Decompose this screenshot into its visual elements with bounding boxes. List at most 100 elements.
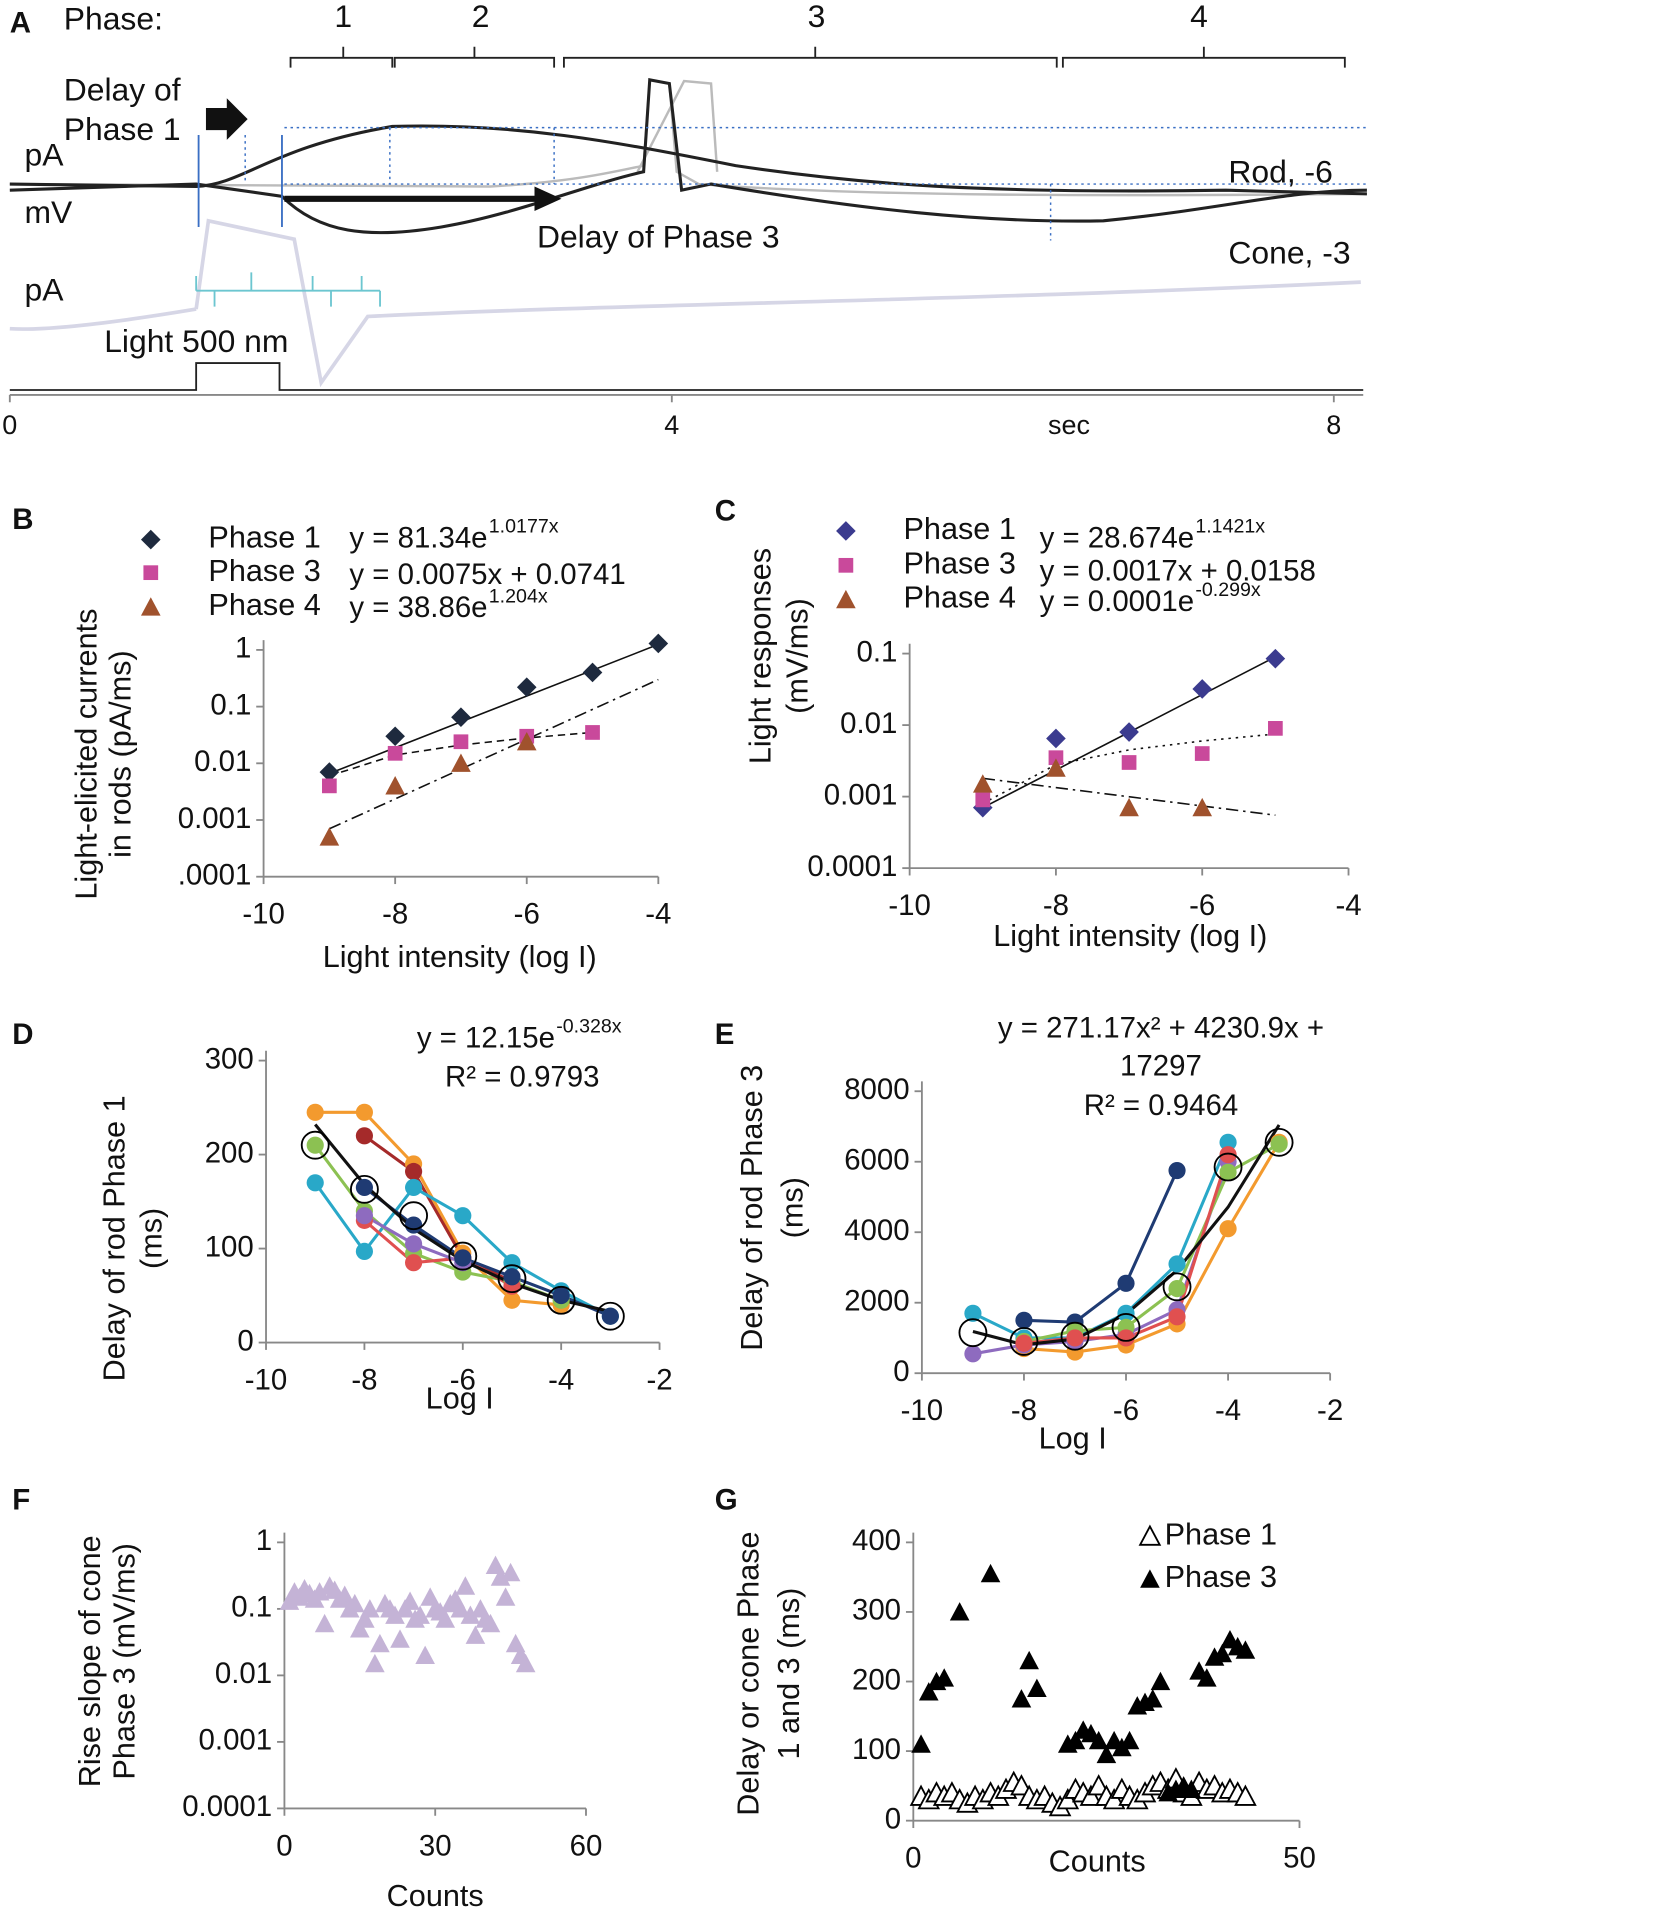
phase-label: 3 [808,0,826,34]
marker-triangle [1235,1640,1256,1659]
panel-label: F [12,1484,30,1517]
y-tick-label: 0.001 [199,1724,273,1757]
marker-diamond [1119,722,1139,742]
x-axis-label: Light intensity (log I) [323,940,597,974]
series-line [1023,1169,1179,1324]
marker-open-triangle [1056,1788,1080,1810]
marker-triangle [1027,1678,1047,1698]
x-tick-label: 0 [2,410,17,440]
annotation: Rod, -6 [1228,154,1332,190]
marker-dot [454,1249,472,1267]
equation: y = 38.86e [349,591,487,624]
marker-open-circle [1264,1127,1294,1157]
x-tick-label: 0 [905,1842,921,1875]
marker-diamond [1192,679,1213,699]
series-line [363,1134,513,1283]
x-tick-label: 8 [1326,410,1341,440]
marker-triangle [1196,1668,1217,1687]
x-tick-label: -6 [514,898,540,931]
marker-triangle [465,1625,486,1644]
blue-dotted-line [244,126,1367,241]
marker-triangle [390,1629,410,1648]
x-tick-label: -6 [1113,1394,1139,1427]
legend-label: Phase 3 [1165,1560,1277,1594]
marker-open-circle [350,1174,379,1204]
x-tick-label: -4 [1335,889,1361,922]
x-tick-label: -4 [645,898,671,931]
marker-square [453,734,469,750]
marker-dot [964,1304,982,1322]
marker-dot [1168,1308,1186,1326]
marker-dot [1219,1163,1237,1181]
x-tick-label: -2 [646,1364,672,1397]
marker-triangle [140,597,161,616]
y-axis-label: Delay or cone Phase [731,1531,765,1815]
marker-dot [601,1307,619,1325]
marker-dot [355,1242,373,1260]
marker-triangle [911,1734,931,1753]
marker-triangle [455,1576,476,1595]
legend-label: Phase 3 [208,554,320,588]
x-tick-label: -6 [450,1364,476,1397]
marker-triangle [918,1682,939,1701]
blue-marker [197,135,283,227]
marker-triangle [435,1609,456,1628]
marker-dot [405,1178,423,1197]
x-axis-label: Log I [1039,1422,1107,1456]
marker-dot [503,1254,521,1272]
marker-dot [1219,1220,1237,1238]
marker-triangle [1119,797,1139,817]
marker-triangle [949,1602,970,1621]
annotation: pA [25,137,65,173]
marker-open-circle [497,1264,527,1294]
y-tick-label: 2000 [844,1284,909,1317]
annotation: pA [25,271,65,307]
marker-dot [306,1174,324,1192]
marker-triangle [1119,1730,1140,1750]
marker-square [585,725,600,740]
marker-open-circle [1009,1327,1039,1356]
trace-cone-pa [9,218,1361,388]
arrow-phase3-head [534,186,562,212]
marker-triangle [500,1562,521,1582]
equation-exponent: 1.1421x [1195,516,1265,538]
y-tick-label: 0.01 [194,745,251,778]
marker-triangle [1140,1569,1160,1588]
marker-square [387,745,403,761]
marker-triangle [1088,1730,1109,1750]
x-tick-label: -4 [1215,1394,1241,1427]
legend-label: Phase 1 [208,521,320,555]
marker-triangle [314,1613,335,1633]
marker-dot [1117,1274,1135,1292]
x-tick-label: 0 [276,1829,292,1862]
marker-dot [355,1103,373,1121]
marker-triangle [319,827,340,846]
marker-triangle [1181,1779,1202,1798]
phase-title: Phase: [64,0,163,36]
marker-open-circle [1162,1272,1192,1302]
marker-square [1121,755,1137,770]
marker-open-circle [1111,1312,1141,1342]
y-tick-label: 4000 [844,1214,909,1247]
marker-triangle [934,1668,955,1687]
y-tick-label: 8000 [844,1073,909,1106]
x-tick-label: -4 [548,1364,574,1397]
equation: y = 0.0017x + 0.0158 [1040,554,1316,587]
equation: y = 28.674e [1040,521,1195,554]
marker-triangle [370,1633,390,1653]
phase-label: 1 [334,0,352,34]
marker-dot [503,1268,521,1286]
x-tick-label: -8 [382,898,408,931]
panel-label: G [715,1484,738,1517]
y-axis-label: 1 and 3 (ms) [772,1588,806,1760]
marker-dot [355,1178,373,1197]
marker-dot [1219,1133,1237,1151]
x-tick-label: -10 [242,898,285,931]
marker-dot [552,1286,570,1305]
equation: y = 81.34e [349,521,487,554]
y-axis-label: Delay of rod Phase 3 [735,1065,769,1351]
marker-triangle [1046,758,1066,777]
marker-open-triangle [1234,1784,1257,1806]
marker-triangle [450,1599,471,1618]
